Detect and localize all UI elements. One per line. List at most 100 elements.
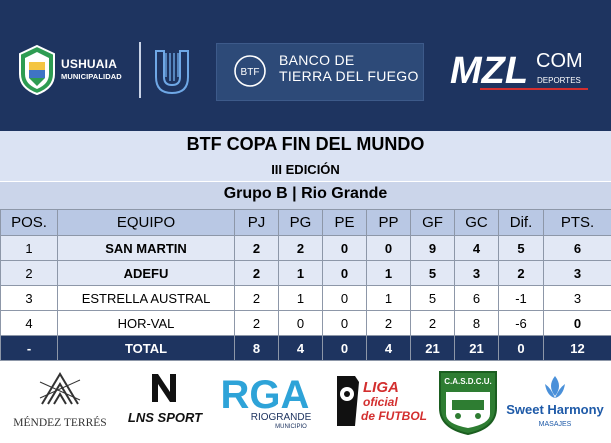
cell-pos: 3 xyxy=(0,285,58,311)
cell-pts: 6 xyxy=(543,235,611,261)
btf-badge-text: BTF xyxy=(241,67,260,78)
group-title: Grupo B | Rio Grande xyxy=(223,185,388,202)
cell-pg: 4 xyxy=(278,335,323,361)
cell-gc: 8 xyxy=(454,310,499,336)
logo-divider xyxy=(139,42,141,98)
sweet-harmony-sub: MASAJES xyxy=(539,421,572,428)
cell-team: ESTRELLA AUSTRAL xyxy=(57,285,235,311)
cell-pg: 2 xyxy=(278,235,323,261)
col-header-gf: GF xyxy=(410,209,455,236)
bank-name-line1: BANCO DE xyxy=(279,52,355,68)
cell-gf: 9 xyxy=(410,235,455,261)
u-brand-icon xyxy=(155,50,189,95)
cell-pp: 1 xyxy=(366,260,411,286)
sweet-harmony-text: Sweet Harmony xyxy=(506,402,604,417)
cell-dif: 0 xyxy=(498,335,544,361)
casdcu-crest-logo: C.A.S.D.C.U. xyxy=(439,371,497,436)
cell-pj: 2 xyxy=(234,260,279,286)
rga-municipio: MUNICIPIO xyxy=(275,424,307,430)
page-subtitle: III EDICIÓN xyxy=(271,162,340,177)
cell-pos: 1 xyxy=(0,235,58,261)
cell-pe: 0 xyxy=(322,335,367,361)
mendez-terres-text: MÉNDEZ TERRÉS xyxy=(13,415,106,429)
col-header-gc: GC xyxy=(454,209,499,236)
cell-pg: 1 xyxy=(278,260,323,286)
cell-pts: 12 xyxy=(543,335,611,361)
rga-rio-grande-logo: RGA RIOGRANDE MUNICIPIO xyxy=(221,373,312,430)
cell-pe: 0 xyxy=(322,310,367,336)
cell-pe: 0 xyxy=(322,285,367,311)
group-band xyxy=(0,182,611,209)
cell-pts: 3 xyxy=(543,285,611,311)
rga-text: RGA xyxy=(221,373,310,417)
col-header-pos: POS. xyxy=(0,209,58,236)
btf-badge-icon: BTF xyxy=(234,55,266,87)
col-header-team: EQUIPO xyxy=(57,209,235,236)
liga-text-line2: oficial xyxy=(363,395,398,409)
cell-gc: 21 xyxy=(454,335,499,361)
sponsors-strip: MÉNDEZ TERRÉS LNS SPORT RGA RIOGRANDE MU… xyxy=(0,362,611,443)
table-row: 2 ADEFU 2 1 0 1 5 3 2 3 xyxy=(0,260,611,286)
cell-dif: -6 xyxy=(498,310,544,336)
cell-pg: 1 xyxy=(278,285,323,311)
bank-logo-box xyxy=(216,43,424,101)
table-row: 3 ESTRELLA AUSTRAL 2 1 0 1 5 6 -1 3 xyxy=(0,285,611,311)
mzl-media-logo: MZL COM DEPORTES xyxy=(450,50,588,92)
lns-sport-text: LNS SPORT xyxy=(128,410,203,425)
cell-pe: 0 xyxy=(322,235,367,261)
ushuaia-subtitle: MUNICIPALIDAD xyxy=(61,72,122,81)
sweet-harmony-logo: Sweet Harmony MASAJES xyxy=(506,376,605,428)
cell-gc: 3 xyxy=(454,260,499,286)
cell-pp: 1 xyxy=(366,285,411,311)
mzl-sub-text: DEPORTES xyxy=(537,76,581,85)
rga-subtitle: RIOGRANDE xyxy=(251,412,312,423)
cell-pts: 0 xyxy=(543,310,611,336)
cell-pp: 0 xyxy=(366,235,411,261)
cell-team: TOTAL xyxy=(57,335,235,361)
bank-name-line2: TIERRA DEL FUEGO xyxy=(279,68,419,84)
ushuaia-crest-icon xyxy=(19,44,55,96)
standings-table: POS. EQUIPO PJ PG PE PP GF GC Dif. PTS. … xyxy=(0,209,611,361)
cell-pj: 2 xyxy=(234,235,279,261)
col-header-dif: Dif. xyxy=(498,209,544,236)
cell-gc: 4 xyxy=(454,235,499,261)
cell-pj: 8 xyxy=(234,335,279,361)
table-row: 4 HOR-VAL 2 0 0 2 2 8 -6 0 xyxy=(0,310,611,336)
cell-pe: 0 xyxy=(322,260,367,286)
cell-team: ADEFU xyxy=(57,260,235,286)
page-title: BTF COPA FIN DEL MUNDO xyxy=(186,134,425,154)
cell-pos: - xyxy=(0,335,58,361)
cell-gf: 2 xyxy=(410,310,455,336)
cell-pj: 2 xyxy=(234,285,279,311)
cell-pp: 2 xyxy=(366,310,411,336)
cell-dif: -1 xyxy=(498,285,544,311)
liga-text-line3: de FUTBOL xyxy=(361,409,427,423)
cell-pts: 3 xyxy=(543,260,611,286)
ushuaia-name: USHUAIA xyxy=(61,57,118,71)
cell-dif: 5 xyxy=(498,235,544,261)
casdcu-text: C.A.S.D.C.U. xyxy=(444,377,492,386)
title-band xyxy=(0,131,611,181)
cell-gf: 5 xyxy=(410,260,455,286)
table-total-row: - TOTAL 8 4 0 4 21 21 0 12 xyxy=(0,335,611,361)
cell-gc: 6 xyxy=(454,285,499,311)
mzl-com-text: COM xyxy=(536,50,583,72)
table-header-row: POS. EQUIPO PJ PG PE PP GF GC Dif. PTS. xyxy=(0,209,611,236)
cell-dif: 2 xyxy=(498,260,544,286)
col-header-pj: PJ xyxy=(234,209,279,236)
cell-gf: 21 xyxy=(410,335,455,361)
col-header-pe: PE xyxy=(322,209,367,236)
cell-pp: 4 xyxy=(366,335,411,361)
cell-team: SAN MARTIN xyxy=(57,235,235,261)
col-header-pts: PTS. xyxy=(543,209,611,236)
liga-oficial-futbol-logo: LIGA oficial de FUTBOL xyxy=(337,376,427,426)
cell-pos: 4 xyxy=(0,310,58,336)
cell-gf: 5 xyxy=(410,285,455,311)
col-header-pp: PP xyxy=(366,209,411,236)
cell-pos: 2 xyxy=(0,260,58,286)
col-header-pg: PG xyxy=(278,209,323,236)
mzl-brand-text: MZL xyxy=(450,50,528,92)
lns-sport-logo: LNS SPORT xyxy=(128,374,203,425)
cell-pg: 0 xyxy=(278,310,323,336)
liga-text-line1: LIGA xyxy=(363,379,399,396)
